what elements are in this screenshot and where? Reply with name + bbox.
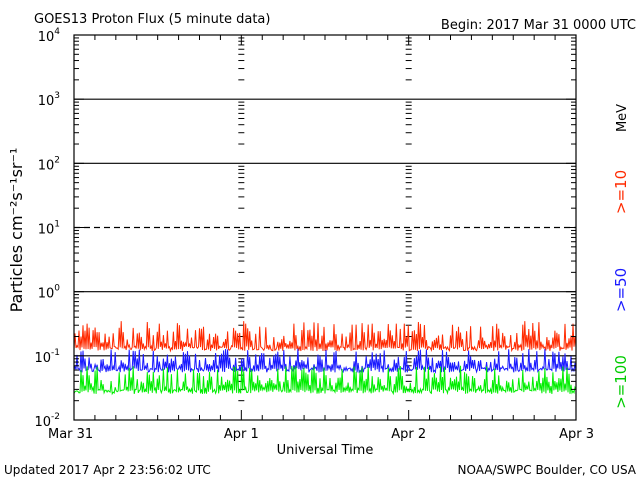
updated-timestamp: Updated 2017 Apr 2 23:56:02 UTC	[4, 463, 211, 477]
x-tick-label: Mar 31	[48, 427, 93, 442]
tick-layer: 10-2 10-1 100 101 102 103 104 Mar 31 Apr 1 Apr 2 A…	[34, 27, 594, 442]
series-layer	[73, 321, 577, 396]
series-line-2	[73, 365, 577, 396]
legend-series-10: >=10	[612, 170, 630, 214]
x-tick-label: Apr 2	[391, 427, 426, 442]
y-tick-label: 10-1	[34, 348, 60, 366]
legend-series-100: >=100	[612, 355, 630, 409]
chart-title: GOES13 Proton Flux (5 minute data)	[34, 12, 270, 27]
x-tick-label: Apr 1	[224, 427, 259, 442]
y-tick-label: 101	[38, 220, 60, 238]
y-tick-label: 103	[38, 91, 60, 109]
source-credit: NOAA/SWPC Boulder, CO USA	[458, 463, 637, 477]
y-tick-label: 10-2	[34, 412, 60, 430]
series-line-0	[73, 321, 577, 353]
unit-label: MeV	[615, 104, 630, 132]
y-tick-label: 100	[38, 284, 61, 302]
x-axis-label: Universal Time	[277, 443, 374, 458]
x-tick-label: Apr 3	[559, 427, 594, 442]
y-tick-label: 102	[38, 155, 60, 173]
series-line-1	[73, 348, 577, 374]
y-axis-label: Particles cm⁻²s⁻¹sr⁻¹	[7, 148, 26, 313]
begin-label: Begin: 2017 Mar 31 0000 UTC	[441, 18, 636, 33]
legend-series-50: >=50	[612, 268, 630, 312]
y-tick-label: 104	[38, 27, 61, 45]
